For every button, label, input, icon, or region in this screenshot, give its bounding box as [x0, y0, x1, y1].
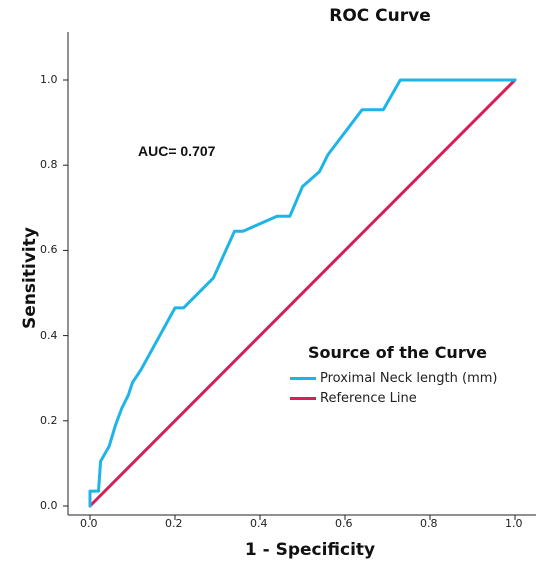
- legend-title: Source of the Curve: [308, 343, 487, 362]
- x-tick-label: 0.8: [420, 517, 438, 530]
- x-tick-label: 0.2: [165, 517, 183, 530]
- y-tick-label: 0.2: [40, 413, 58, 427]
- y-axis-label: Sensitivity: [20, 227, 40, 329]
- y-tick-label: 0.6: [40, 243, 58, 257]
- x-tick-label: 0.6: [335, 517, 353, 530]
- reference-line: [88, 78, 517, 508]
- y-tick-label: 0.0: [40, 499, 58, 512]
- x-axis-label: 1 - Specificity: [244, 540, 376, 560]
- legend-swatch-reference: [290, 397, 316, 400]
- axes: [63, 32, 536, 520]
- series-layer: [88, 78, 517, 508]
- legend-label-curve: Proximal Neck length (mm): [320, 371, 498, 386]
- roc-curve-line: [88, 78, 517, 508]
- y-tick-label: 0.8: [40, 158, 58, 172]
- legend-item-reference: Reference Line: [290, 391, 417, 406]
- x-tick-label: 0.0: [80, 517, 98, 530]
- y-tick-label: 0.4: [40, 328, 58, 342]
- auc-annotation: AUC= 0.707: [138, 143, 216, 159]
- chart-title: ROC Curve: [329, 6, 431, 26]
- y-tick-label: 1.0: [40, 73, 58, 86]
- x-tick-label: 0.4: [250, 517, 268, 530]
- legend-item-curve: Proximal Neck length (mm): [290, 371, 497, 386]
- legend-swatch-curve: [290, 377, 316, 380]
- x-tick-label: 1.0: [505, 517, 523, 530]
- legend-label-reference: Reference Line: [320, 391, 417, 406]
